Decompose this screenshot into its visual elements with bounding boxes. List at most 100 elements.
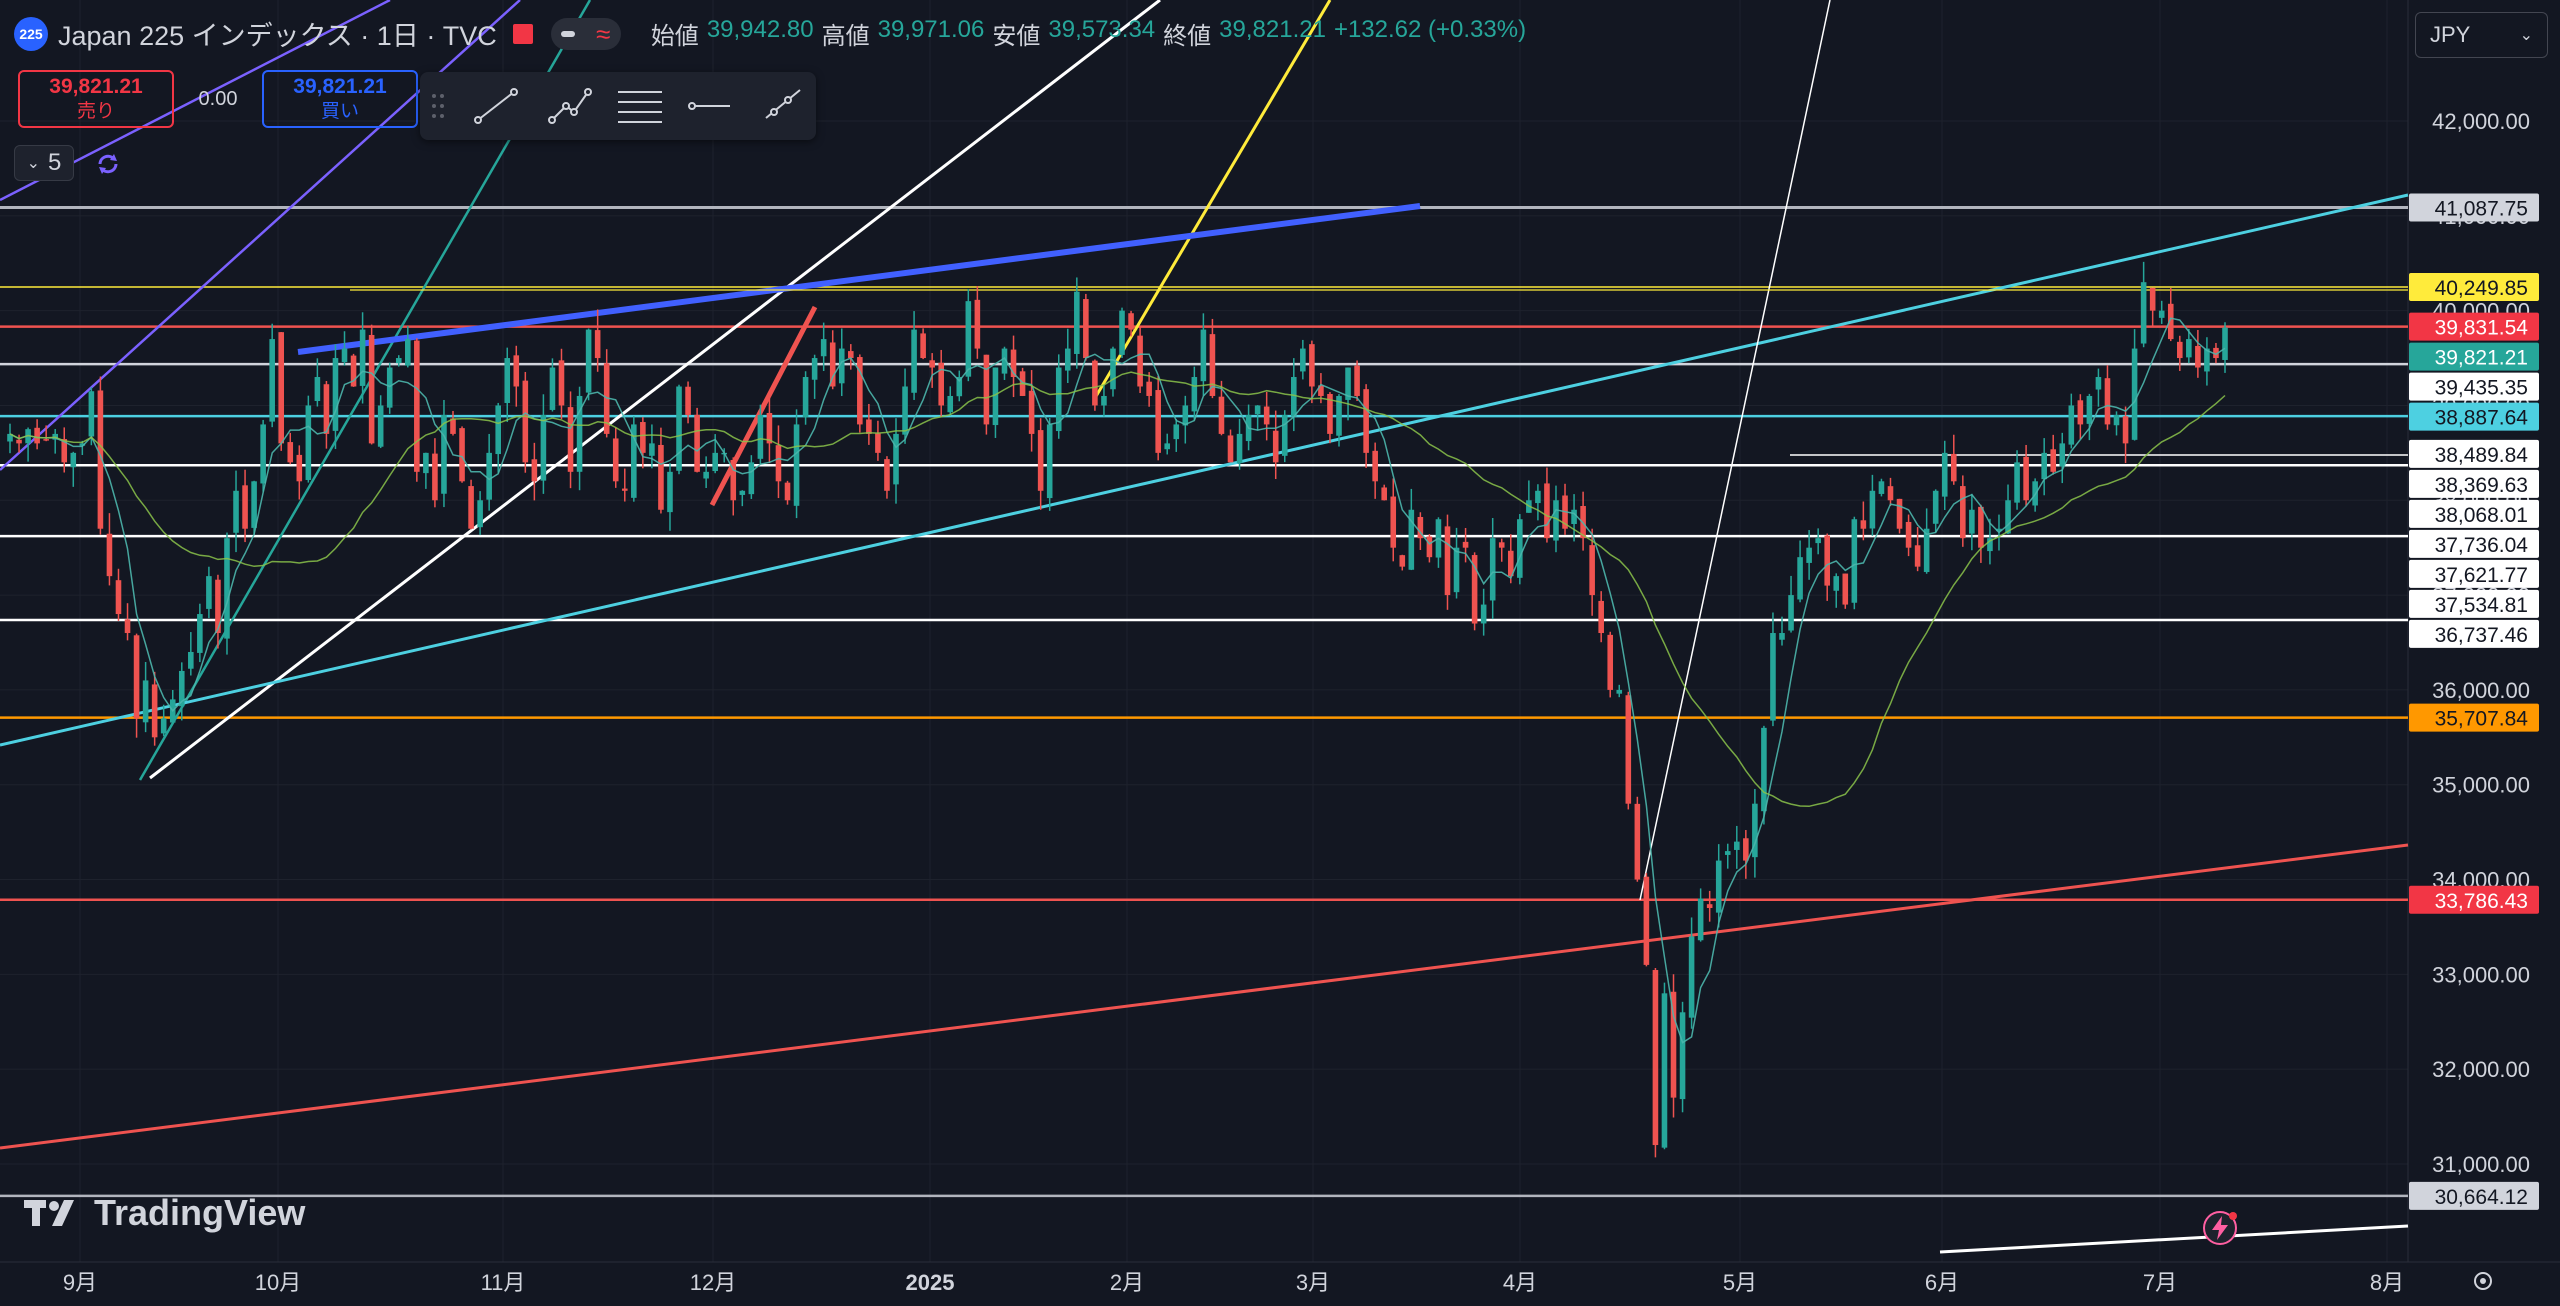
candle-body: [1824, 535, 1830, 586]
candle-body: [224, 538, 230, 639]
candle-body: [206, 576, 212, 609]
price-level-label-box: [2409, 1181, 2539, 1210]
candle-body: [468, 486, 474, 529]
candle-body: [956, 377, 963, 397]
path-tool-icon[interactable]: [548, 88, 592, 124]
fib-levels-tool-icon[interactable]: [618, 91, 662, 123]
buy-button[interactable]: 39,821.21 買い: [262, 70, 418, 128]
candle-body: [2222, 327, 2228, 360]
symbol-title[interactable]: Japan 225 インデックス · 1日 · TVC: [58, 21, 497, 51]
candle-body: [1987, 538, 1993, 552]
candle-body: [1137, 335, 1143, 387]
candle-body: [1037, 430, 1044, 491]
candle-body: [1055, 367, 1062, 432]
price-level-label-box: [2409, 342, 2539, 371]
candle-body: [974, 299, 981, 349]
candle-body: [1517, 519, 1523, 578]
trend-line[interactable]: [1093, 0, 1332, 399]
candle-body: [594, 330, 601, 359]
sync-icon[interactable]: [94, 150, 122, 178]
candle-body: [287, 442, 294, 463]
candle-body: [1770, 633, 1776, 721]
candle-body: [1345, 367, 1351, 400]
horizontal-ray-tool-icon[interactable]: [688, 102, 730, 110]
candle-body: [1697, 898, 1704, 941]
candle-body: [350, 355, 357, 387]
price-level-label-box: [2409, 703, 2539, 732]
price-level-label-box: [2409, 469, 2539, 498]
candle-body: [730, 459, 737, 501]
price-level-label-box: [2409, 312, 2539, 341]
candle-body: [893, 433, 899, 485]
candle-body: [585, 329, 592, 393]
currency-select[interactable]: JPY ⌄: [2415, 12, 2548, 58]
trend-line[interactable]: [297, 203, 1421, 355]
price-level-label-box: [2409, 499, 2539, 528]
candle-body: [1318, 385, 1324, 396]
candle-body: [2140, 282, 2147, 344]
indicators-count: 5: [48, 149, 62, 176]
trend-line[interactable]: [709, 305, 818, 507]
indicators-toggle[interactable]: ⌄ 5: [14, 145, 74, 181]
close-label: 終値: [1163, 23, 1212, 50]
candle-body: [1164, 443, 1171, 450]
open-value: 39,942.80: [706, 16, 814, 43]
ray-tool-icon[interactable]: [765, 89, 801, 119]
candle-body: [1553, 500, 1559, 541]
price-level-label-box: [2409, 272, 2539, 301]
x-tick-label: 5月: [1723, 1270, 1757, 1295]
candle-body: [1281, 414, 1288, 456]
candle-body: [314, 377, 321, 402]
sell-button[interactable]: 39,821.21 売り: [18, 70, 174, 128]
candle-body: [1209, 334, 1216, 396]
candle-body: [296, 454, 303, 482]
candle-body: [1128, 313, 1134, 330]
candle-body: [178, 670, 185, 707]
price-level-label-box: [2409, 589, 2539, 618]
candle-body: [829, 342, 836, 387]
candle-body: [1272, 430, 1279, 463]
candle-body: [377, 405, 384, 447]
drag-handle-icon[interactable]: [432, 94, 444, 118]
lightning-icon[interactable]: [2200, 1208, 2240, 1248]
gear-icon[interactable]: [2468, 1266, 2498, 1296]
candle-body: [838, 348, 845, 384]
trend-line[interactable]: [0, 193, 2409, 747]
low-value: 39,573.34: [1048, 16, 1156, 43]
x-tick-label: 9月: [63, 1270, 97, 1295]
candle-body: [2158, 310, 2165, 318]
price-level-label-box: [2409, 439, 2539, 468]
trend-line[interactable]: [0, 843, 2409, 1150]
symbol-logo[interactable]: 225: [14, 16, 48, 51]
candle-body: [61, 439, 68, 463]
candle-body: [2068, 405, 2075, 445]
trend-line[interactable]: [149, 0, 1161, 780]
candle-body: [188, 651, 194, 669]
chevron-down-icon: ⌄: [2519, 27, 2533, 44]
candle-body: [1761, 727, 1767, 812]
symbol-header: 225 Japan 225 インデックス · 1日 · TVC ≈ 始値 39,9…: [14, 14, 1526, 53]
candle-body: [621, 488, 628, 491]
candle-body: [2086, 395, 2093, 424]
chart-mode-toggle[interactable]: ≈: [550, 17, 621, 50]
trend-line-tool-icon[interactable]: [474, 88, 518, 124]
trend-line[interactable]: [1939, 1224, 2409, 1254]
candle-body: [34, 427, 40, 444]
candle-body: [649, 443, 655, 456]
candle-body: [1535, 490, 1541, 504]
high-value: 39,971.06: [877, 16, 985, 43]
candle-body: [1589, 545, 1595, 596]
tradingview-logo: TradingView: [24, 1192, 305, 1234]
candle-body: [1752, 803, 1758, 858]
price-level-label: 35,707.84: [2435, 708, 2529, 731]
candle-body: [1788, 595, 1794, 631]
candle-body: [766, 412, 773, 444]
candle-body: [1200, 329, 1207, 382]
candle-body: [251, 481, 257, 528]
candle-body: [1779, 633, 1785, 640]
trend-line[interactable]: [1639, 0, 1831, 901]
candle-body: [1092, 360, 1098, 406]
candle-body: [802, 377, 809, 418]
candle-body: [2177, 341, 2183, 359]
